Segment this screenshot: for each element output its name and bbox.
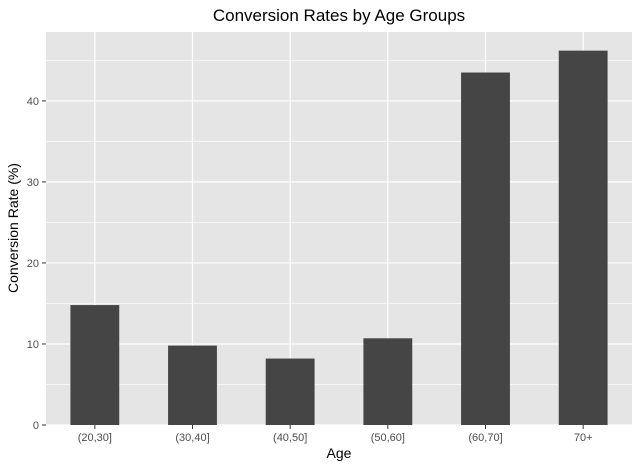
chart-title: Conversion Rates by Age Groups <box>213 6 465 25</box>
x-axis-title: Age <box>327 445 352 461</box>
bars <box>70 50 608 425</box>
x-tick-label: (50,60] <box>371 432 405 444</box>
plot-panel <box>46 32 632 425</box>
bar <box>461 72 510 425</box>
bar <box>265 358 315 425</box>
y-axis: 0 10 20 30 40 <box>27 96 46 432</box>
x-tick-label: (20,30] <box>78 432 112 444</box>
x-axis: (20,30] (30,40] (40,50] (50,60] (60,70] 70+ <box>78 425 593 444</box>
bar <box>558 50 608 425</box>
x-tick-label: (30,40] <box>175 432 209 444</box>
x-tick-label: (60,70] <box>468 432 502 444</box>
y-tick-label: 40 <box>27 96 39 108</box>
x-tick-label: (40,50] <box>273 432 307 444</box>
y-tick-label: 0 <box>33 420 39 432</box>
minor-gridlines <box>46 60 632 385</box>
y-tick-label: 20 <box>27 258 39 270</box>
y-axis-title: Conversion Rate (%) <box>5 163 21 293</box>
y-tick-label: 10 <box>27 339 39 351</box>
bar <box>168 345 217 425</box>
y-tick-label: 30 <box>27 177 39 189</box>
x-tick-label: 70+ <box>574 432 593 444</box>
bar <box>70 305 120 425</box>
bar <box>363 338 413 425</box>
